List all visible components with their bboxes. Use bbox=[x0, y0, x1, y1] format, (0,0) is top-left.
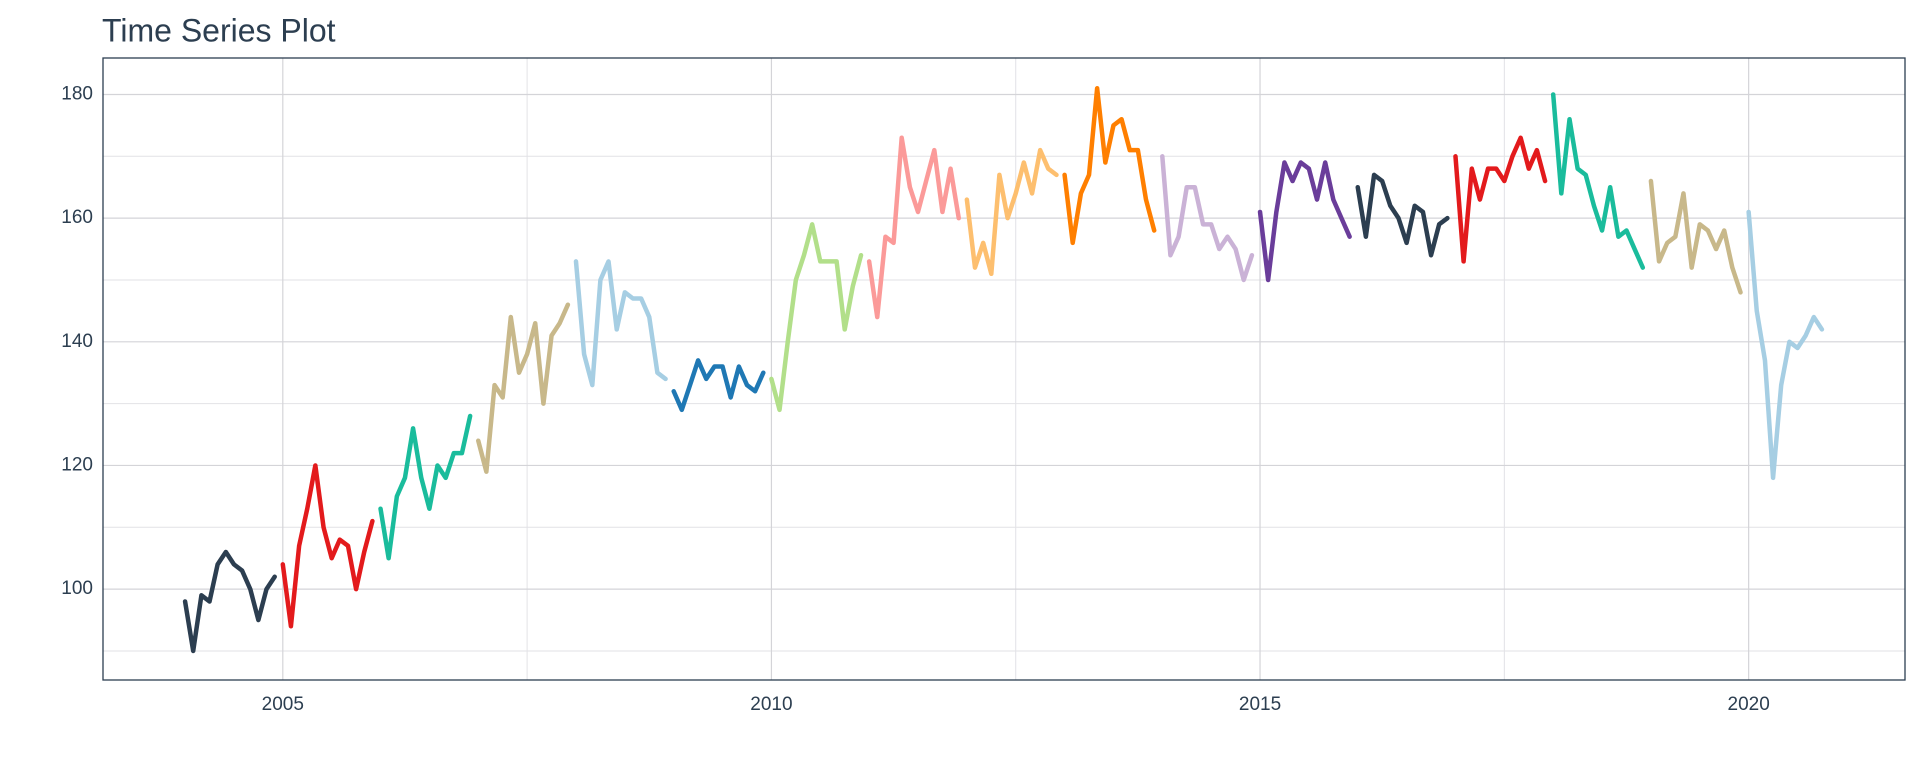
series-line bbox=[866, 135, 961, 320]
series-line bbox=[1746, 209, 1825, 481]
y-tick-label: 100 bbox=[61, 578, 93, 599]
series-line bbox=[964, 147, 1059, 277]
series-line bbox=[1062, 86, 1157, 246]
x-tick-label: 2020 bbox=[1728, 694, 1770, 715]
y-tick-label: 180 bbox=[61, 83, 93, 104]
chart-title: Time Series Plot bbox=[102, 12, 336, 48]
series-line bbox=[1648, 178, 1743, 295]
series-line bbox=[1453, 135, 1548, 264]
plot-border bbox=[102, 57, 1906, 681]
series-line bbox=[1550, 92, 1646, 270]
x-tick-label: 2015 bbox=[1239, 694, 1281, 715]
series-line bbox=[476, 302, 571, 474]
series-line bbox=[1160, 154, 1255, 283]
series-line bbox=[280, 463, 375, 629]
lines bbox=[182, 86, 1825, 654]
y-tick-label: 120 bbox=[61, 454, 93, 475]
x-tick-label: 2010 bbox=[750, 694, 792, 715]
series-line bbox=[769, 222, 864, 413]
x-tick-label: 2005 bbox=[262, 694, 304, 715]
series-line bbox=[378, 413, 473, 561]
grid bbox=[103, 58, 1905, 680]
series-line bbox=[1257, 160, 1352, 283]
y-tick-label: 140 bbox=[61, 331, 93, 352]
series-line bbox=[573, 259, 668, 388]
y-tick-label: 160 bbox=[61, 207, 93, 228]
series-line bbox=[182, 549, 277, 654]
series-line bbox=[671, 358, 766, 413]
series-line bbox=[1355, 172, 1450, 258]
